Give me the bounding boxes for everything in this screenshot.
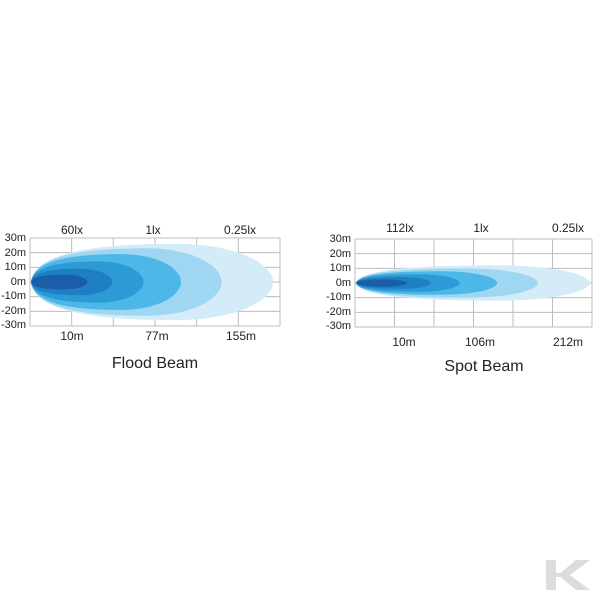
distance-label: 10m: [60, 329, 84, 343]
y-tick-label: 30m: [4, 232, 26, 244]
y-tick-label: -10m: [0, 290, 26, 302]
spot-beam-panel: 112lx 1lx 0.25lx 30m 20m 10m 0m -10m -20…: [300, 0, 600, 600]
y-tick-label: 20m: [329, 248, 351, 260]
beam-zone-6: [356, 279, 407, 287]
distance-label: 106m: [464, 335, 496, 349]
lux-label: 0.25lx: [551, 221, 585, 235]
flood-beam-panel: 60lx 1lx 0.25lx 30m 20m 10m 0m -10m -20m…: [0, 223, 281, 372]
k-logo-icon: [546, 560, 590, 590]
lux-label: 1lx: [145, 223, 161, 237]
beam-zone-6: [31, 274, 88, 290]
y-tick-label: 30m: [329, 233, 351, 245]
spot-beam-diagram: [354, 238, 593, 328]
y-tick-label: -20m: [0, 305, 26, 317]
y-tick-label: -30m: [0, 319, 26, 331]
y-tick-label: 20m: [4, 247, 26, 259]
spot-beam-caption: Spot Beam: [444, 358, 524, 375]
flood-beam-caption: Flood Beam: [111, 355, 199, 372]
y-tick-label: -10m: [325, 291, 351, 303]
distance-label: 10m: [392, 335, 416, 349]
y-tick-label: -20m: [325, 306, 351, 318]
distance-label: 155m: [225, 329, 257, 343]
distance-label: 77m: [145, 329, 169, 343]
lux-label: 0.25lx: [223, 223, 257, 237]
y-tick-label: 0m: [10, 276, 26, 288]
y-tick-label: 10m: [4, 261, 26, 273]
lux-label: 60lx: [60, 223, 84, 237]
distance-label: 212m: [552, 335, 584, 349]
lux-label: 1lx: [473, 221, 489, 235]
y-tick-label: 0m: [335, 277, 351, 289]
y-tick-label: 10m: [329, 262, 351, 274]
lux-label: 112lx: [386, 221, 414, 235]
y-tick-label: -30m: [325, 320, 351, 332]
flood-beam-diagram: [29, 237, 281, 327]
